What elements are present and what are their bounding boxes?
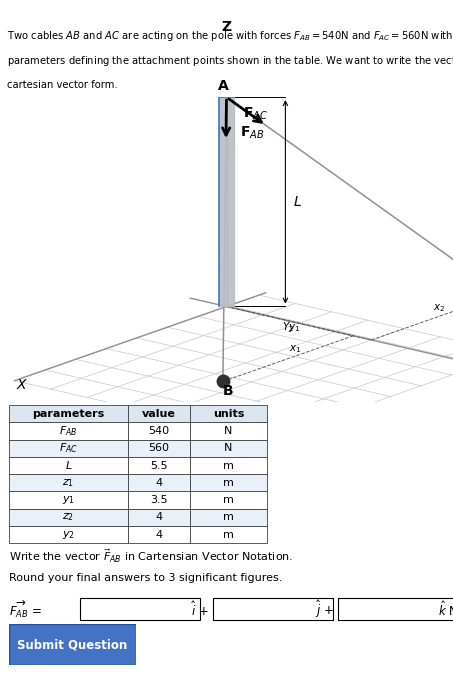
- Text: units: units: [213, 408, 244, 418]
- FancyBboxPatch shape: [9, 526, 128, 543]
- Text: m: m: [223, 495, 234, 505]
- Text: $x_2$: $x_2$: [433, 302, 445, 314]
- Text: 540: 540: [148, 426, 169, 436]
- FancyBboxPatch shape: [213, 599, 333, 620]
- Text: 3.5: 3.5: [150, 495, 168, 505]
- Text: $y_1$: $y_1$: [288, 321, 301, 333]
- Text: m: m: [223, 530, 234, 540]
- Text: $\mathbf{F}_{AC}$: $\mathbf{F}_{AC}$: [243, 105, 268, 122]
- Text: Z: Z: [222, 20, 231, 34]
- FancyBboxPatch shape: [190, 439, 267, 457]
- FancyBboxPatch shape: [190, 509, 267, 526]
- FancyBboxPatch shape: [190, 457, 267, 474]
- FancyBboxPatch shape: [128, 405, 190, 423]
- FancyBboxPatch shape: [9, 439, 128, 457]
- FancyBboxPatch shape: [9, 491, 128, 509]
- Text: Write the vector $\vec{F}_{AB}$ in Cartensian Vector Notation.: Write the vector $\vec{F}_{AB}$ in Carte…: [9, 547, 294, 565]
- Text: 4: 4: [155, 512, 162, 522]
- FancyBboxPatch shape: [190, 405, 267, 423]
- Text: Submit Question: Submit Question: [17, 638, 128, 651]
- FancyBboxPatch shape: [9, 474, 128, 491]
- FancyBboxPatch shape: [337, 599, 453, 620]
- Text: parameters defining the attachment points shown in the table. We want to write t: parameters defining the attachment point…: [7, 52, 453, 69]
- Text: N: N: [224, 443, 233, 453]
- FancyBboxPatch shape: [128, 526, 190, 543]
- Text: 4: 4: [155, 478, 162, 488]
- Text: X: X: [17, 378, 26, 392]
- Text: L: L: [65, 460, 72, 470]
- Text: value: value: [142, 408, 176, 418]
- Text: $\mathbf{F}_{AB}$: $\mathbf{F}_{AB}$: [241, 124, 265, 141]
- Text: parameters: parameters: [32, 408, 105, 418]
- FancyBboxPatch shape: [190, 526, 267, 543]
- FancyBboxPatch shape: [9, 624, 136, 665]
- Text: B: B: [223, 384, 234, 398]
- Text: N: N: [224, 426, 233, 436]
- Polygon shape: [219, 97, 234, 306]
- FancyBboxPatch shape: [190, 474, 267, 491]
- FancyBboxPatch shape: [80, 599, 200, 620]
- Text: Two cables $AB$ and $AC$ are acting on the pole with forces $F_{AB} = 540$N and : Two cables $AB$ and $AC$ are acting on t…: [7, 29, 453, 43]
- Text: $y_2$: $y_2$: [62, 529, 75, 541]
- Text: $x_1$: $x_1$: [289, 343, 301, 355]
- FancyBboxPatch shape: [128, 509, 190, 526]
- Text: $\hat{i}$ +: $\hat{i}$ +: [191, 600, 209, 619]
- FancyBboxPatch shape: [9, 405, 128, 423]
- Text: 5.5: 5.5: [150, 460, 168, 470]
- Text: $\overrightarrow{F_{AB}}$ =: $\overrightarrow{F_{AB}}$ =: [9, 599, 42, 620]
- Text: $F_{AC}$: $F_{AC}$: [59, 441, 78, 455]
- Text: m: m: [223, 478, 234, 488]
- Text: $z_1$: $z_1$: [63, 477, 74, 489]
- FancyBboxPatch shape: [128, 474, 190, 491]
- Text: Round your final answers to 3 significant figures.: Round your final answers to 3 significan…: [9, 573, 282, 583]
- FancyBboxPatch shape: [190, 423, 267, 439]
- FancyBboxPatch shape: [128, 457, 190, 474]
- Text: cartesian vector form.: cartesian vector form.: [7, 80, 117, 90]
- Text: 560: 560: [148, 443, 169, 453]
- Text: m: m: [223, 460, 234, 470]
- Text: $Y_2$: $Y_2$: [282, 320, 294, 334]
- FancyBboxPatch shape: [128, 439, 190, 457]
- FancyBboxPatch shape: [9, 457, 128, 474]
- FancyBboxPatch shape: [128, 423, 190, 439]
- Text: $F_{AB}$: $F_{AB}$: [59, 424, 78, 438]
- FancyBboxPatch shape: [9, 423, 128, 439]
- Text: $y_1$: $y_1$: [62, 494, 75, 506]
- Text: $\hat{j}$ +: $\hat{j}$ +: [315, 598, 334, 620]
- Text: $\hat{k}$ N: $\hat{k}$ N: [439, 600, 453, 619]
- FancyBboxPatch shape: [9, 509, 128, 526]
- Text: $z_2$: $z_2$: [63, 512, 74, 523]
- Text: L: L: [294, 195, 301, 209]
- Text: A: A: [217, 80, 228, 93]
- FancyBboxPatch shape: [190, 491, 267, 509]
- Text: 4: 4: [155, 530, 162, 540]
- FancyBboxPatch shape: [128, 491, 190, 509]
- Text: m: m: [223, 512, 234, 522]
